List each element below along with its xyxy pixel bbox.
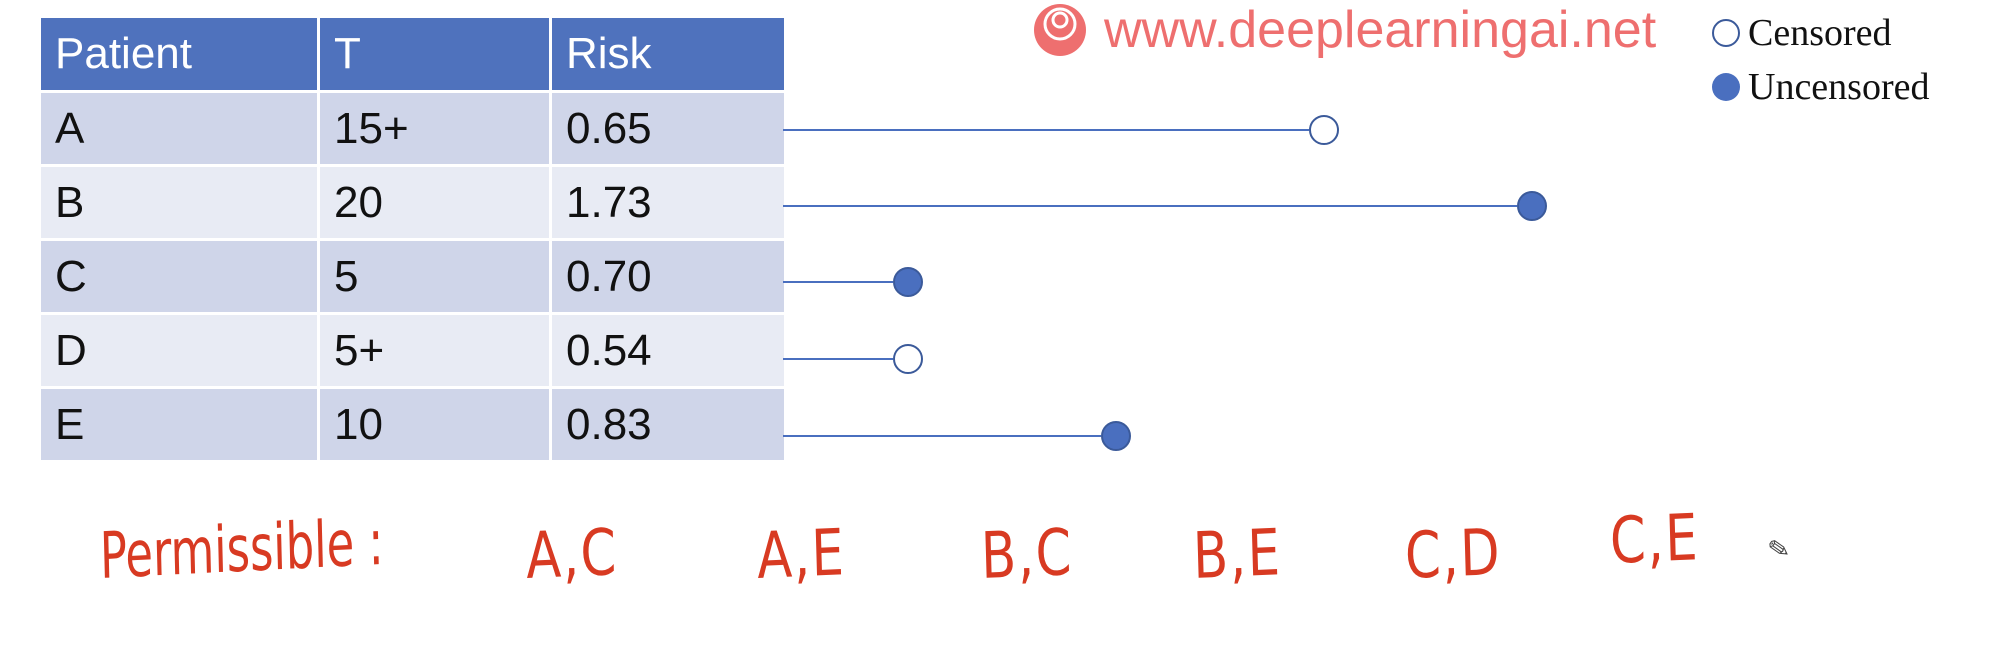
legend-censored-label: Censored — [1748, 12, 1892, 54]
cell-risk: 0.54 — [549, 312, 787, 389]
cell-risk: 0.83 — [549, 386, 787, 463]
censored-marker — [1309, 115, 1339, 145]
cell-risk: 1.73 — [549, 164, 787, 241]
cell-patient: D — [38, 312, 320, 389]
censored-marker — [893, 344, 923, 374]
cell-patient: A — [38, 90, 320, 167]
cell-risk: 0.65 — [549, 90, 787, 167]
annotation-pair: B,E — [1191, 516, 1283, 594]
table-row: E 10 0.83 — [38, 386, 787, 463]
table-header: Patient T Risk — [38, 15, 787, 93]
header-risk: Risk — [549, 15, 787, 93]
uncensored-marker — [1101, 421, 1131, 451]
cell-patient: B — [38, 164, 320, 241]
legend-uncensored: Uncensored — [1712, 60, 1929, 114]
header-t: T — [317, 15, 552, 93]
cell-t: 15+ — [317, 90, 552, 167]
annotation-pair: A,E — [755, 516, 847, 594]
annotation-pair: C,E — [1608, 501, 1701, 579]
watermark: www.deeplearningai.net — [1030, 0, 1656, 60]
cell-risk: 0.70 — [549, 238, 787, 315]
cell-patient: E — [38, 386, 320, 463]
annotation-pair: A,C — [524, 516, 619, 594]
cell-t: 10 — [317, 386, 552, 463]
legend: Censored Uncensored — [1712, 6, 1929, 114]
legend-censored: Censored — [1712, 6, 1929, 60]
annotation-label: Permissible : — [99, 505, 385, 594]
legend-uncensored-label: Uncensored — [1748, 66, 1930, 108]
table-row: C 5 0.70 — [38, 238, 787, 315]
header-patient: Patient — [38, 15, 320, 93]
filled-circle-icon — [1712, 73, 1740, 101]
uncensored-marker — [893, 267, 923, 297]
table-row: D 5+ 0.54 — [38, 312, 787, 389]
patient-risk-table: Patient T Risk A 15+ 0.65 B 20 1.73 C 5 … — [38, 15, 787, 463]
uncensored-marker — [1517, 191, 1547, 221]
annotation-pair: C,D — [1403, 515, 1503, 594]
cell-t: 5 — [317, 238, 552, 315]
cell-patient: C — [38, 238, 320, 315]
cell-t: 5+ — [317, 312, 552, 389]
table-row: A 15+ 0.65 — [38, 90, 787, 167]
watermark-text: www.deeplearningai.net — [1104, 1, 1657, 59]
cell-t: 20 — [317, 164, 552, 241]
watermark-logo-icon — [1034, 4, 1086, 56]
table-row: B 20 1.73 — [38, 164, 787, 241]
hollow-circle-icon — [1712, 19, 1740, 47]
annotation-pair: B,C — [979, 516, 1074, 594]
